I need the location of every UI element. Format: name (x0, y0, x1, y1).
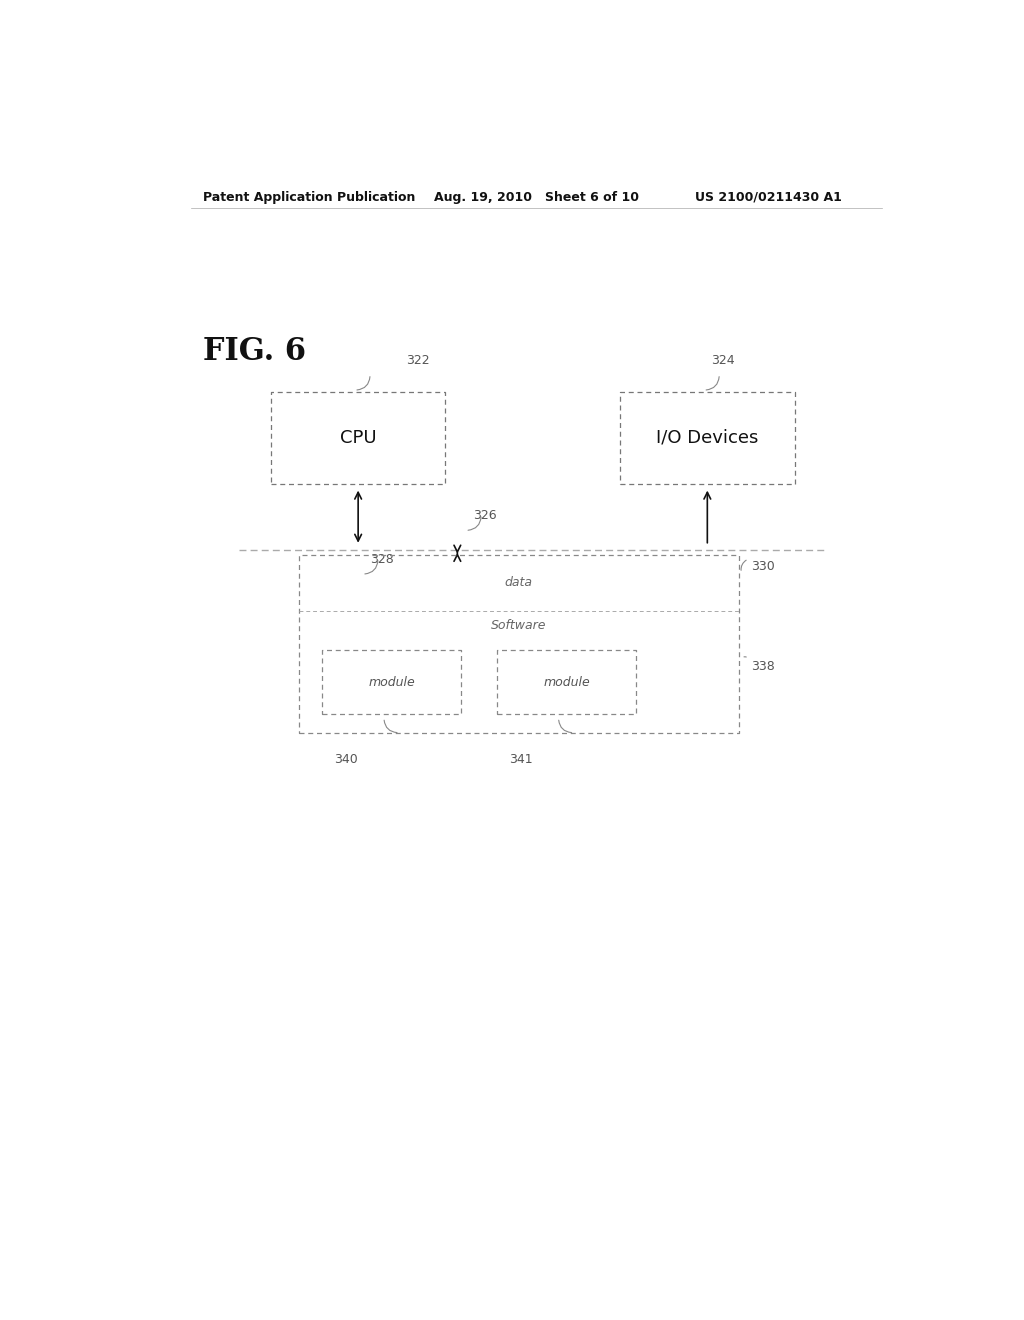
Text: 324: 324 (712, 354, 735, 367)
Text: data: data (505, 577, 532, 589)
Text: 328: 328 (370, 553, 394, 566)
Text: CPU: CPU (340, 429, 377, 447)
Text: 330: 330 (751, 561, 775, 573)
Text: US 2100/0211430 A1: US 2100/0211430 A1 (695, 191, 843, 203)
Text: 340: 340 (335, 752, 358, 766)
Text: I/O Devices: I/O Devices (656, 429, 759, 447)
Text: Sheet 6 of 10: Sheet 6 of 10 (545, 191, 639, 203)
Text: Software: Software (492, 619, 547, 632)
Text: 338: 338 (751, 660, 775, 673)
Text: module: module (543, 676, 590, 689)
Text: 341: 341 (509, 752, 532, 766)
Text: Patent Application Publication: Patent Application Publication (204, 191, 416, 203)
Text: 326: 326 (473, 510, 497, 523)
Text: FIG. 6: FIG. 6 (204, 337, 306, 367)
Text: Aug. 19, 2010: Aug. 19, 2010 (433, 191, 531, 203)
Text: 322: 322 (406, 354, 429, 367)
Text: module: module (369, 676, 416, 689)
